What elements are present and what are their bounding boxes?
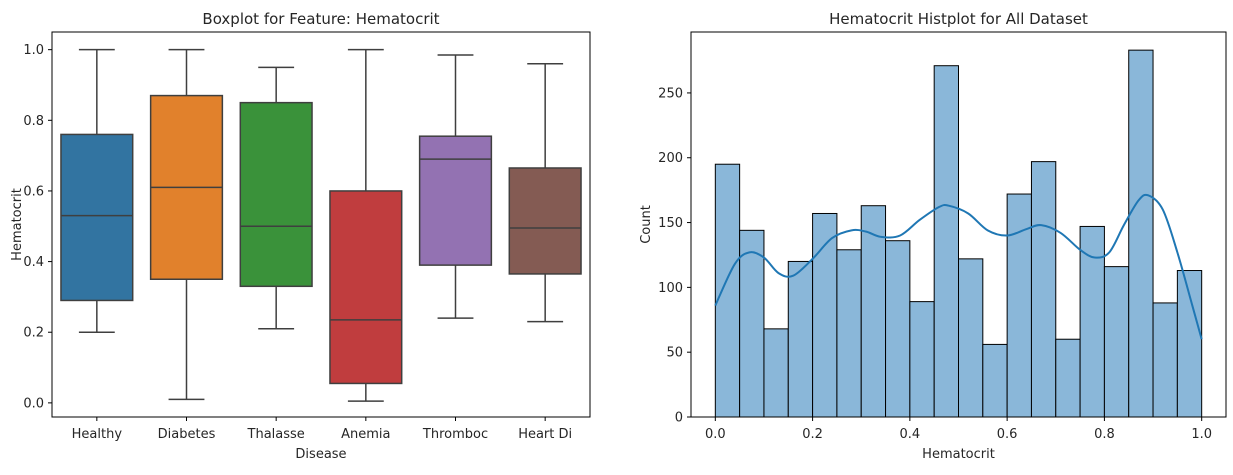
histogram-bar: [714, 163, 741, 418]
boxplot-x-tick-label: Healthy: [72, 427, 123, 442]
box-healthy: [60, 48, 134, 333]
histogram-bar: [1030, 161, 1057, 418]
histogram-x-tick-label: 0.6: [997, 427, 1018, 442]
boxplot-x-axis-label: Disease: [295, 447, 346, 462]
histogram-bar: [1006, 193, 1032, 418]
histogram-bar: [885, 240, 911, 418]
boxplot-y-tick-label: 0.4: [23, 255, 44, 270]
box-heart-di: [508, 63, 582, 323]
boxplot-x-ticks: Healthy Diabetes Thalasse Anemia Thromboc Hea…: [72, 417, 572, 442]
boxplot-x-tick-label: Thalasse: [247, 427, 305, 442]
histogram-x-tick-label: 0.2: [802, 427, 823, 442]
histogram-bar: [739, 229, 765, 418]
histogram-y-tick-label: 150: [658, 216, 683, 231]
histogram-y-axis-label: Count: [639, 205, 654, 244]
histogram-bar: [1055, 338, 1081, 418]
histogram-y-tick-label: 250: [658, 86, 683, 101]
histogram-bar: [982, 343, 1008, 418]
histogram-y-tick-label: 200: [658, 151, 683, 166]
histogram-bar: [909, 301, 935, 418]
box-body: [239, 101, 313, 288]
boxplot-y-ticks: 0.0 0.2 0.4 0.6 0.8 1.0: [23, 43, 52, 411]
histogram-y-ticks: 0 50 100 150 200 250: [658, 86, 691, 426]
kde-curve: [714, 193, 1203, 340]
boxplot-x-tick-label: Anemia: [341, 427, 390, 442]
histogram-x-ticks: 0.0 0.2 0.4 0.6 0.8 1.0: [705, 417, 1212, 442]
boxplot-title: Boxplot for Feature: Hematocrit: [202, 10, 439, 28]
box-body: [60, 133, 134, 302]
box-thromboc: [418, 54, 493, 319]
boxplot-y-tick-label: 0.8: [23, 114, 44, 129]
histogram-bar: [933, 65, 960, 418]
histogram-bar: [836, 249, 862, 418]
box-thalasse: [239, 66, 313, 330]
histogram-bars: [714, 49, 1203, 418]
histogram-title: Hematocrit Histplot for All Dataset: [829, 10, 1088, 28]
box-body: [329, 190, 403, 385]
boxplot-axes-frame: [51, 31, 591, 418]
histogram-bar: [1128, 49, 1154, 418]
histogram-bar: [763, 328, 789, 418]
boxplot-y-tick-label: 0.0: [23, 396, 44, 411]
boxplot-y-tick-label: 0.2: [23, 326, 44, 341]
boxplot-y-axis-label: Hematocrit: [10, 188, 25, 261]
histogram-bar: [1079, 225, 1105, 418]
histogram-axes-frame: [690, 31, 1227, 418]
boxplot-y-tick-label: 1.0: [23, 43, 44, 58]
boxplot-marks: [60, 48, 582, 402]
box-body: [418, 135, 493, 266]
histogram-bar: [958, 258, 984, 418]
histogram-x-tick-label: 1.0: [1191, 427, 1212, 442]
boxplot-y-tick-label: 0.6: [23, 184, 44, 199]
histogram-bar: [1103, 266, 1130, 418]
boxplot-x-tick-label: Heart Di: [518, 427, 572, 442]
histogram-bar: [1152, 302, 1178, 418]
histogram-bar: [812, 212, 838, 418]
box-diabetes: [149, 48, 224, 401]
boxplot-x-tick-label: Thromboc: [422, 427, 488, 442]
box-body: [508, 167, 582, 275]
histogram-y-tick-label: 0: [675, 411, 683, 426]
histogram-x-axis-label: Hematocrit: [922, 447, 995, 462]
histogram-x-tick-label: 0.0: [705, 427, 726, 442]
histogram-x-tick-label: 0.4: [900, 427, 921, 442]
boxplot-x-tick-label: Diabetes: [158, 427, 216, 442]
histogram-y-tick-label: 100: [658, 281, 683, 296]
histogram-y-tick-label: 50: [666, 346, 683, 361]
histogram-bar: [787, 260, 814, 418]
histogram-chart: Hematocrit Histplot for All Dataset 0 50 1…: [639, 10, 1227, 462]
histogram-x-tick-label: 0.8: [1094, 427, 1115, 442]
box-anemia: [329, 48, 403, 402]
boxplot-chart: Boxplot for Feature: Hematocrit 0.00.20.…: [10, 10, 591, 462]
